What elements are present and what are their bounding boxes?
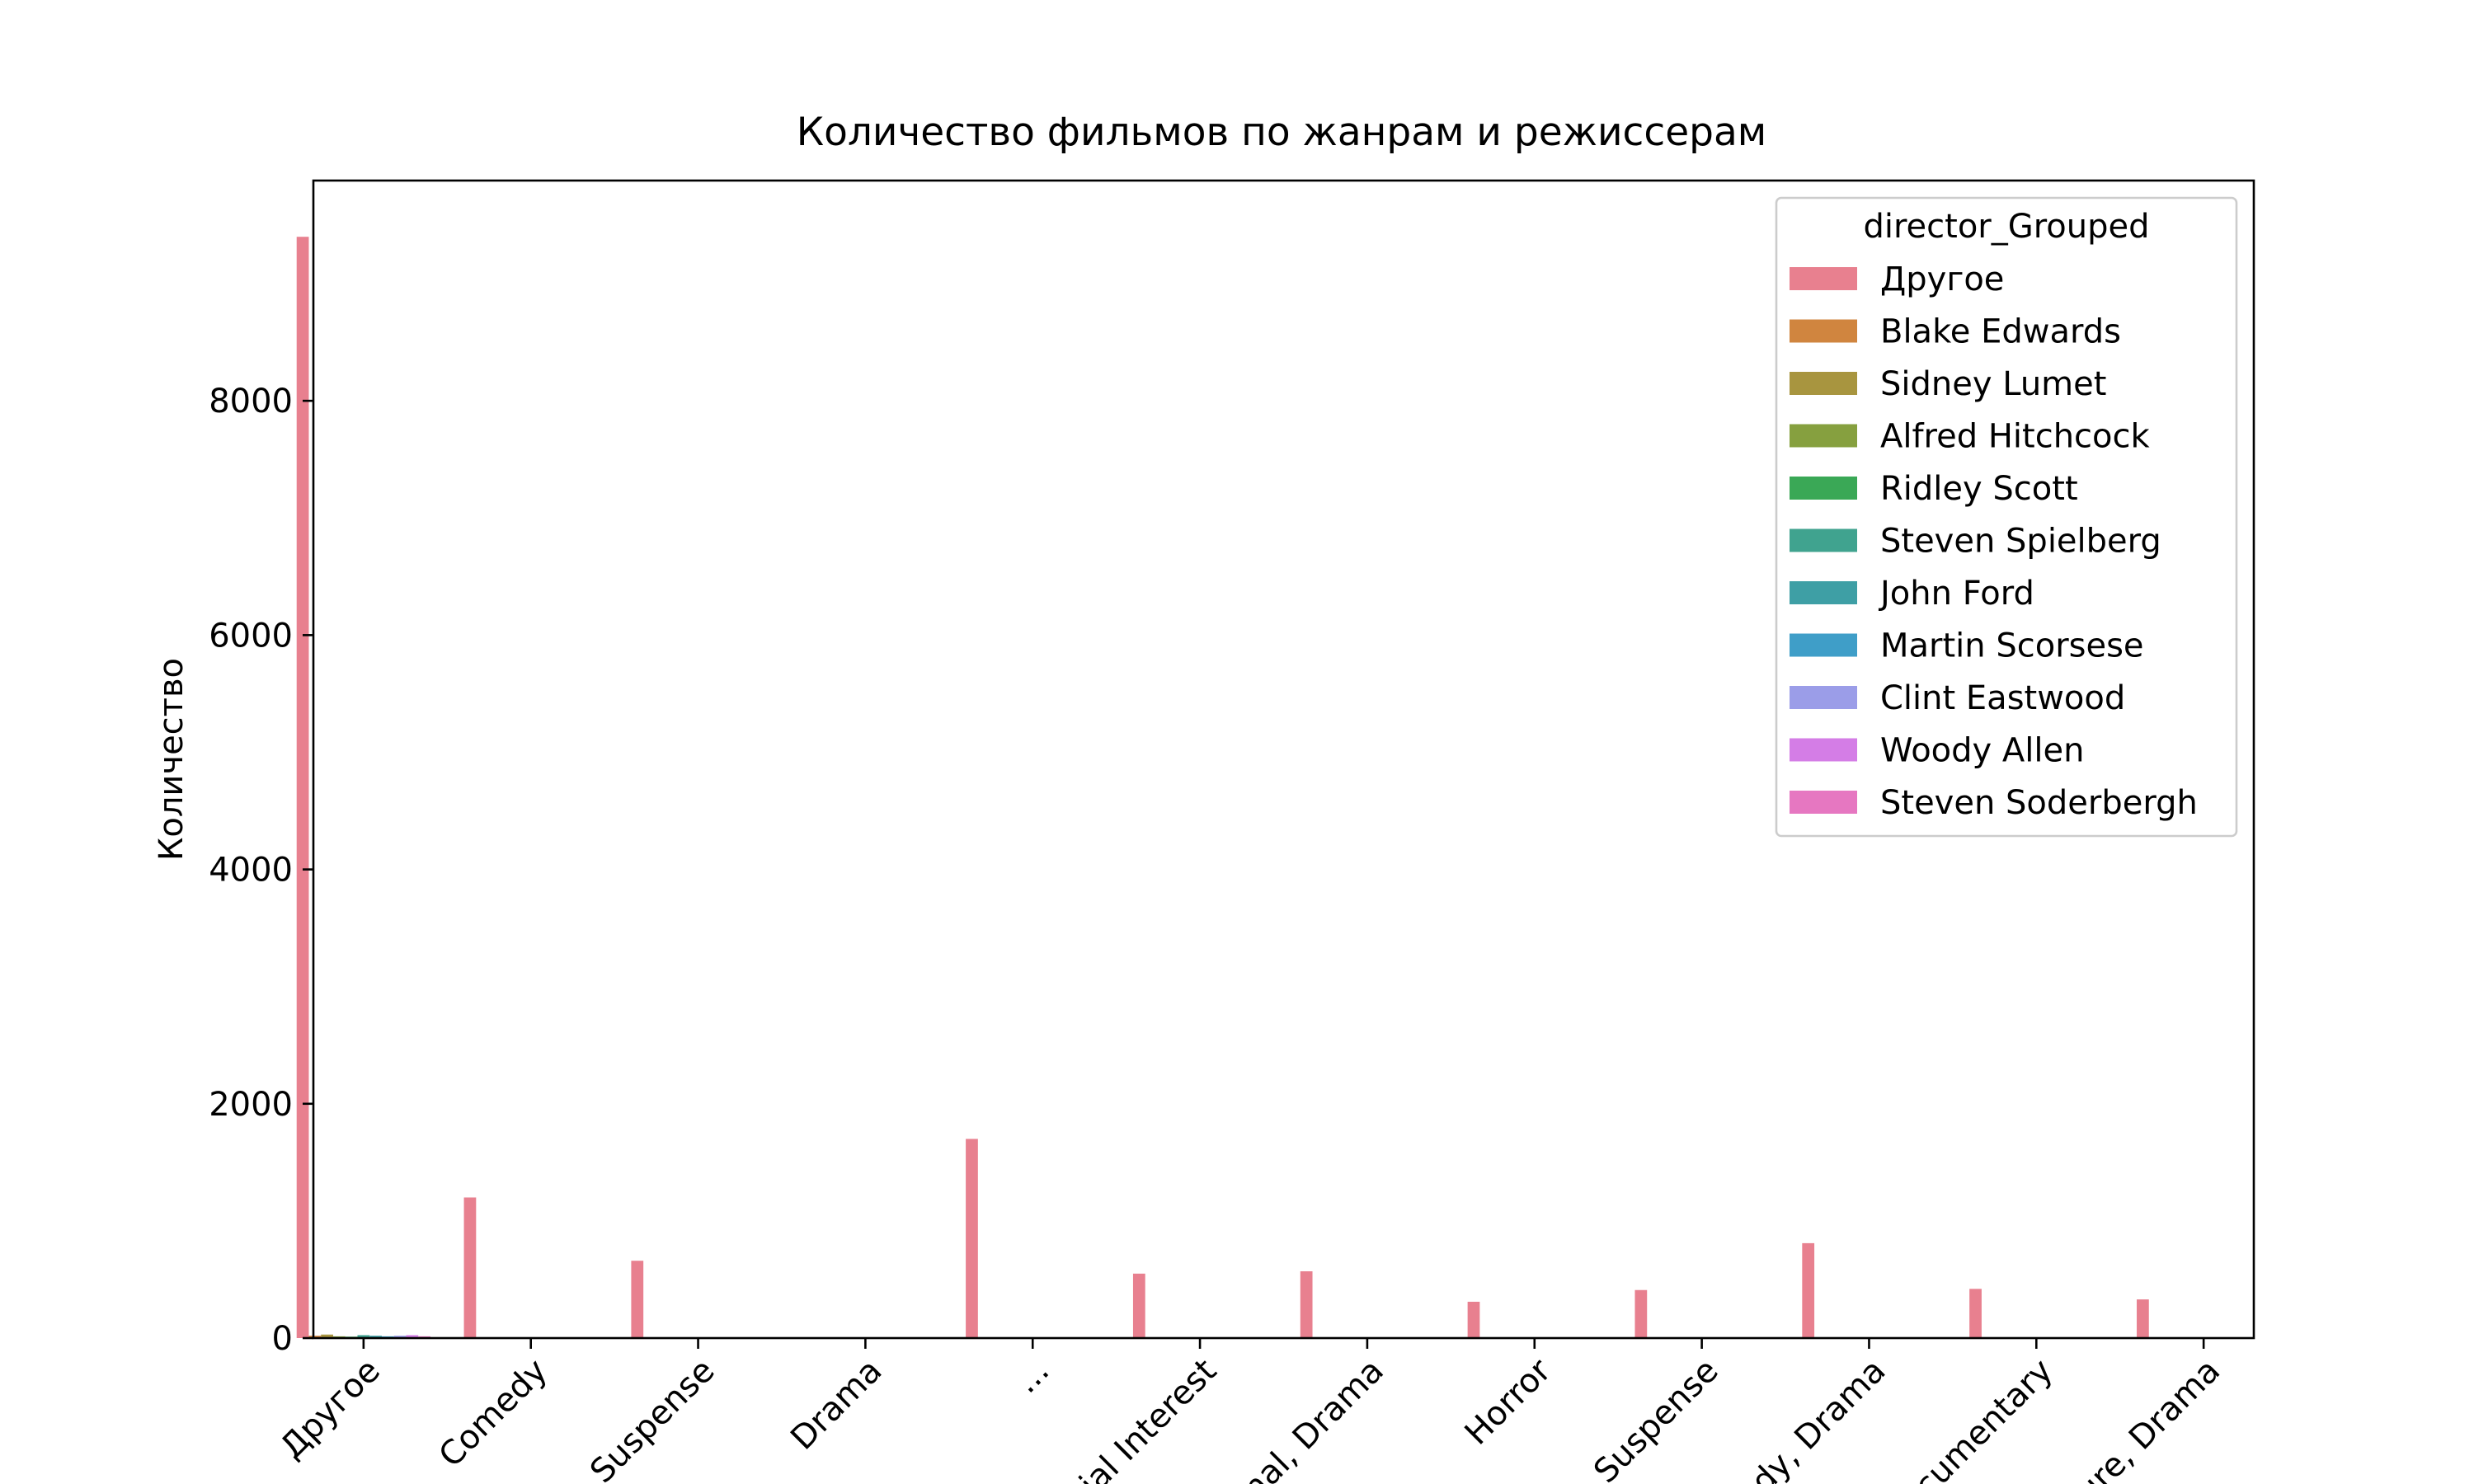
x-tick-label: ...ure, Drama bbox=[2047, 1352, 2227, 1484]
legend-title: director_Grouped bbox=[1863, 208, 2149, 246]
bar bbox=[1802, 1242, 1815, 1338]
bar bbox=[2137, 1299, 2149, 1338]
legend-label: Blake Edwards bbox=[1880, 313, 2121, 351]
x-tick-label: Horror bbox=[1458, 1351, 1559, 1453]
legend-label: Clint Eastwood bbox=[1880, 679, 2125, 717]
x-tick-label: ...cumentary bbox=[1885, 1352, 2061, 1484]
x-tick-label: ...ial Interest bbox=[1051, 1352, 1225, 1484]
chart-title: Количество фильмов по жанрам и режиссера… bbox=[797, 110, 1766, 155]
legend: director_Grouped Другое Blake Edwards Sidn… bbox=[1775, 196, 2238, 838]
y-tick-label: 8000 bbox=[209, 383, 293, 420]
bar bbox=[1132, 1273, 1145, 1338]
x-tick-label: ... Suspense bbox=[553, 1352, 722, 1484]
y-axis-label: Количество bbox=[153, 658, 190, 861]
bar bbox=[1300, 1271, 1313, 1338]
legend-swatch bbox=[1790, 791, 1857, 814]
legend-swatch bbox=[1790, 581, 1857, 604]
legend-swatch bbox=[1790, 424, 1857, 448]
bar bbox=[1969, 1289, 1982, 1338]
legend-label: Другое bbox=[1880, 261, 2004, 298]
bar bbox=[321, 1334, 333, 1338]
bar bbox=[357, 1335, 370, 1338]
x-tick-label: ...dy, Drama bbox=[1722, 1352, 1893, 1484]
legend-swatch bbox=[1790, 477, 1857, 500]
legend-swatch bbox=[1790, 738, 1857, 762]
legend-label: Ridley Scott bbox=[1880, 470, 2078, 508]
legend-label: Martin Scorsese bbox=[1880, 627, 2144, 665]
x-tick-label: Comedy bbox=[432, 1352, 555, 1475]
legend-label: Woody Allen bbox=[1880, 732, 2084, 770]
y-tick-label: 6000 bbox=[209, 617, 293, 655]
x-tick-label: ... Suspense bbox=[1557, 1352, 1726, 1484]
legend-swatch bbox=[1790, 528, 1857, 552]
x-tick-label: Другое bbox=[273, 1352, 388, 1467]
legend-swatch bbox=[1790, 372, 1857, 395]
x-tick-label: ... bbox=[1008, 1352, 1057, 1402]
bar bbox=[463, 1197, 477, 1338]
bar bbox=[966, 1139, 978, 1338]
legend-label: Alfred Hitchcock bbox=[1880, 418, 2151, 456]
bar bbox=[1467, 1301, 1480, 1338]
legend-frame bbox=[1775, 196, 2238, 838]
y-tick-label: 0 bbox=[272, 1320, 293, 1358]
legend-label: Sidney Lumet bbox=[1880, 365, 2106, 403]
bar bbox=[369, 1336, 382, 1338]
x-axis: Другое Comedy... Suspense Drama ......ial I… bbox=[273, 1338, 2227, 1484]
legend-swatch bbox=[1790, 686, 1857, 709]
legend-label: Steven Spielberg bbox=[1880, 523, 2161, 561]
y-axis: 0 2000 4000 6000 8000 bbox=[209, 383, 313, 1358]
bar bbox=[393, 1336, 407, 1338]
legend-swatch bbox=[1790, 319, 1857, 343]
x-tick-label: ...nal, Drama bbox=[1213, 1352, 1391, 1484]
bar bbox=[296, 237, 309, 1339]
bars-group bbox=[296, 237, 2149, 1339]
legend-label: Steven Soderbergh bbox=[1880, 784, 2198, 822]
legend-swatch bbox=[1790, 633, 1857, 657]
y-tick-label: 2000 bbox=[209, 1086, 293, 1124]
bar bbox=[631, 1261, 644, 1338]
plot-frame bbox=[312, 179, 2255, 1340]
bar bbox=[1634, 1289, 1648, 1338]
legend-label: John Ford bbox=[1878, 575, 2034, 613]
x-tick-label: Drama bbox=[783, 1352, 889, 1458]
bar bbox=[308, 1336, 322, 1338]
y-tick-label: 4000 bbox=[209, 852, 293, 890]
legend-swatch bbox=[1790, 267, 1857, 290]
bar bbox=[406, 1335, 419, 1338]
